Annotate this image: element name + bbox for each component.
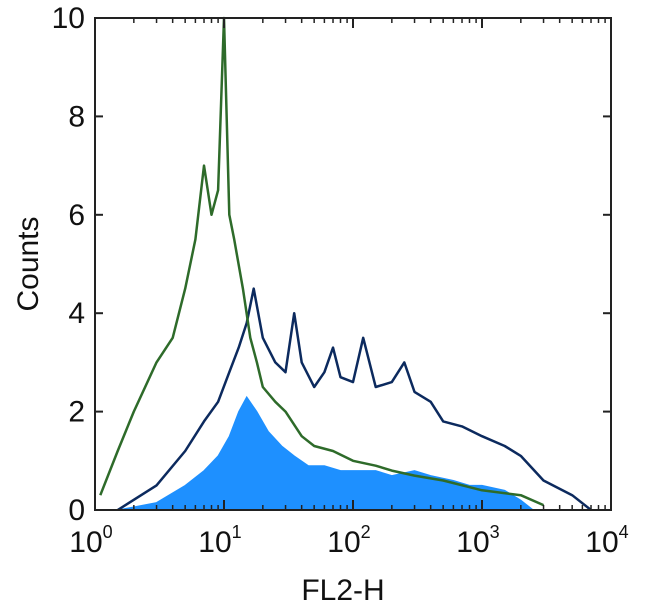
y-tick-label: 10 xyxy=(52,2,85,35)
x-tick-exponent: 4 xyxy=(619,522,629,542)
y-axis-label: Counts xyxy=(12,216,45,311)
x-tick-exponent: 2 xyxy=(361,522,371,542)
series-2-line xyxy=(99,16,544,507)
x-tick-label: 101 xyxy=(198,522,241,559)
x-tick-label: 100 xyxy=(69,522,112,559)
x-tick-base: 10 xyxy=(585,526,618,559)
x-tick-label: 102 xyxy=(327,522,370,559)
series-1-line xyxy=(117,287,592,512)
x-tick-label: 104 xyxy=(585,522,628,559)
x-tick-label: 103 xyxy=(456,522,499,559)
x-axis-label: FL2-H xyxy=(301,574,384,607)
x-tick-base: 10 xyxy=(327,526,360,559)
y-tick-label: 2 xyxy=(68,396,85,429)
y-tick-label: 8 xyxy=(68,100,85,133)
y-tick-label: 6 xyxy=(68,199,85,232)
plot-frame xyxy=(94,17,612,511)
y-tick-label: 0 xyxy=(68,494,85,527)
x-tick-exponent: 0 xyxy=(103,522,113,542)
plot-area xyxy=(99,16,592,512)
x-tick-exponent: 3 xyxy=(490,522,500,542)
x-tick-base: 10 xyxy=(69,526,102,559)
x-tick-base: 10 xyxy=(456,526,489,559)
y-tick-label: 4 xyxy=(68,297,85,330)
x-tick-base: 10 xyxy=(198,526,231,559)
x-tick-exponent: 1 xyxy=(232,522,242,542)
series-0-filled xyxy=(117,395,535,511)
